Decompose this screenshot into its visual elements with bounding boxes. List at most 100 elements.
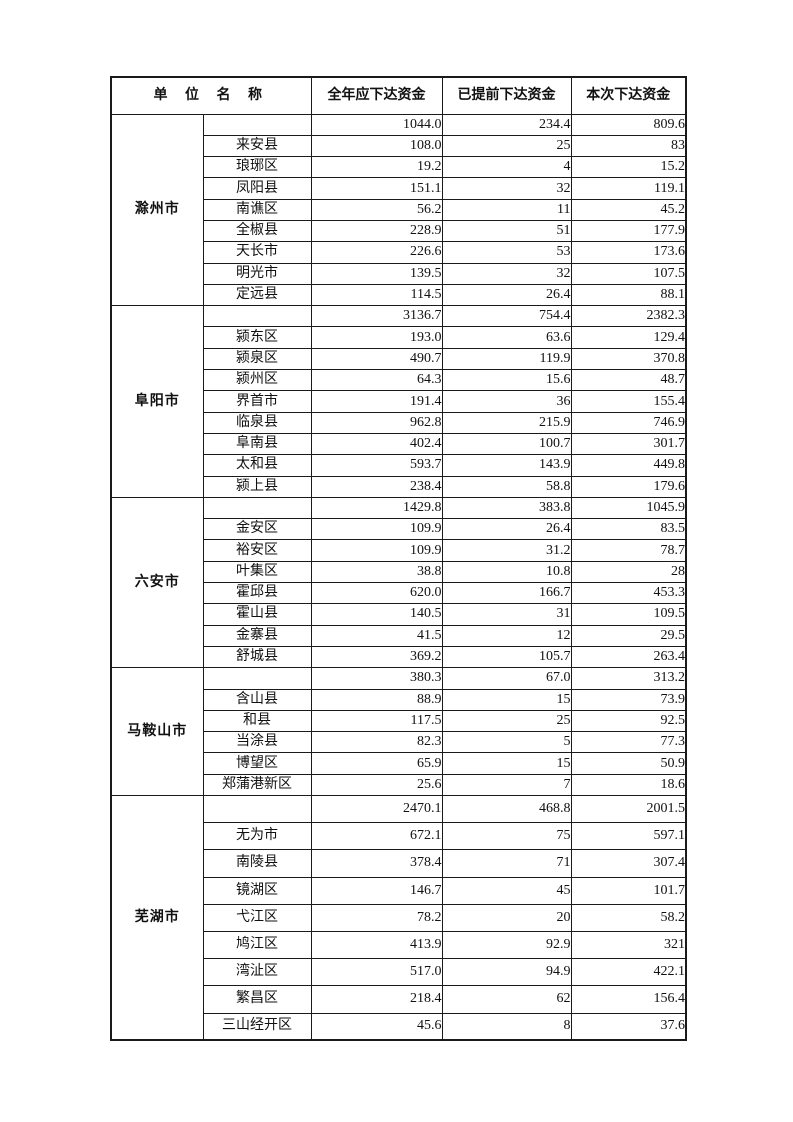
annual-value-cell: 82.3 (310, 731, 443, 754)
current-value-cell: 177.9 (570, 219, 687, 243)
district-name-cell: 繁昌区 (202, 985, 312, 1014)
current-value-cell: 809.6 (570, 113, 687, 136)
advance-value-cell: 94.9 (441, 958, 572, 987)
advance-value-cell: 119.9 (441, 347, 572, 371)
current-value-cell: 83.5 (570, 518, 687, 541)
annual-value-cell: 369.2 (310, 645, 443, 669)
district-name-cell: 琅琊区 (202, 156, 312, 179)
empty-district-cell (202, 305, 312, 328)
district-name-cell: 临泉县 (202, 411, 312, 434)
current-value-cell: 313.2 (570, 667, 687, 690)
annual-value-cell: 38.8 (310, 560, 443, 584)
advance-value-cell: 468.8 (441, 794, 572, 824)
current-value-cell: 2382.3 (570, 305, 687, 328)
annual-value-cell: 45.6 (310, 1012, 443, 1041)
current-value-cell: 307.4 (570, 849, 687, 878)
district-name-cell: 天长市 (202, 241, 312, 264)
annual-value-cell: 490.7 (310, 347, 443, 371)
advance-value-cell: 143.9 (441, 454, 572, 477)
advance-value-cell: 15 (441, 688, 572, 711)
current-value-cell: 107.5 (570, 262, 687, 285)
advance-value-cell: 31.2 (441, 539, 572, 562)
advance-value-cell: 62 (441, 985, 572, 1014)
advance-value-cell: 11 (441, 198, 572, 221)
district-name-cell: 颍上县 (202, 475, 312, 498)
advance-value-cell: 71 (441, 849, 572, 878)
annual-value-cell: 151.1 (310, 177, 443, 200)
advance-value-cell: 26.4 (441, 283, 572, 307)
table-row: 阜阳市 3136.7 754.4 2382.3 (110, 305, 687, 498)
table-row: 马鞍山市 380.3 67.0 313.2 (110, 667, 687, 796)
advance-value-cell: 20 (441, 903, 572, 932)
annual-value-cell: 65.9 (310, 752, 443, 775)
advance-value-cell: 32 (441, 177, 572, 200)
table-row: 弋江区 78.2 20 58.2 (111, 903, 687, 932)
current-value-cell: 50.9 (570, 752, 687, 775)
annual-value-cell: 146.7 (310, 876, 443, 905)
annual-value-cell: 1429.8 (310, 496, 443, 520)
district-name-cell: 和县 (202, 709, 312, 733)
table-row: 霍邱县 620.0 166.7 453.3 (111, 582, 687, 605)
advance-value-cell: 5 (441, 731, 572, 754)
header-annual-funds: 全年应下达资金 (310, 76, 443, 115)
annual-value-cell: 962.8 (310, 411, 443, 434)
empty-district-cell (202, 496, 312, 520)
header-advance-funds: 已提前下达资金 (441, 76, 572, 115)
table-row: 裕安区 109.9 31.2 78.7 (111, 539, 687, 562)
table-row: 三山经开区 45.6 8 37.6 (111, 1012, 687, 1041)
current-value-cell: 370.8 (570, 347, 687, 371)
advance-value-cell: 31 (441, 603, 572, 626)
annual-value-cell: 672.1 (310, 822, 443, 851)
district-name-cell: 无为市 (202, 822, 312, 851)
district-name-cell: 明光市 (202, 262, 312, 285)
district-name-cell: 颍州区 (202, 369, 312, 392)
advance-value-cell: 754.4 (441, 305, 572, 328)
current-value-cell: 92.5 (570, 709, 687, 733)
table-row: 当涂县 82.3 5 77.3 (111, 731, 687, 754)
current-value-cell: 453.3 (570, 582, 687, 605)
district-name-cell: 霍山县 (202, 603, 312, 626)
header-unit-name: 单 位 名 称 (110, 76, 312, 115)
district-name-cell: 含山县 (202, 688, 312, 711)
advance-value-cell: 234.4 (441, 113, 572, 136)
annual-value-cell: 108.0 (310, 134, 443, 158)
annual-value-cell: 191.4 (310, 390, 443, 413)
current-value-cell: 77.3 (570, 731, 687, 754)
district-name-cell: 阜南县 (202, 432, 312, 456)
annual-value-cell: 3136.7 (310, 305, 443, 328)
current-value-cell: 746.9 (570, 411, 687, 434)
table-row: 颍东区 193.0 63.6 129.4 (111, 326, 687, 349)
current-value-cell: 263.4 (570, 645, 687, 669)
table-row: 镜湖区 146.7 45 101.7 (111, 876, 687, 905)
table-row: 鸠江区 413.9 92.9 321 (111, 930, 687, 960)
header-current-funds: 本次下达资金 (570, 76, 687, 115)
current-value-cell: 101.7 (570, 876, 687, 905)
district-name-cell: 弋江区 (202, 903, 312, 932)
table-row: 六安市 1429.8 383.8 1045.9 (110, 496, 687, 669)
current-value-cell: 129.4 (570, 326, 687, 349)
advance-value-cell: 75 (441, 822, 572, 851)
current-value-cell: 2001.5 (570, 794, 687, 824)
district-name-cell: 三山经开区 (202, 1012, 312, 1041)
advance-value-cell: 15 (441, 752, 572, 775)
table-row: 颍上县 238.4 58.8 179.6 (111, 475, 687, 498)
annual-value-cell: 114.5 (310, 283, 443, 307)
annual-value-cell: 140.5 (310, 603, 443, 626)
advance-value-cell: 215.9 (441, 411, 572, 434)
annual-value-cell: 64.3 (310, 369, 443, 392)
annual-value-cell: 402.4 (310, 432, 443, 456)
annual-value-cell: 2470.1 (310, 794, 443, 824)
advance-value-cell: 58.8 (441, 475, 572, 498)
advance-value-cell: 10.8 (441, 560, 572, 584)
annual-value-cell: 238.4 (310, 475, 443, 498)
district-name-cell: 颍东区 (202, 326, 312, 349)
annual-value-cell: 380.3 (310, 667, 443, 690)
table-row: 芜湖市 2470.1 468.8 2001.5 (110, 794, 687, 1041)
current-value-cell: 321 (570, 930, 687, 960)
district-name-cell: 金安区 (202, 518, 312, 541)
fund-allocation-table: 单 位 名 称 全年应下达资金 已提前下达资金 本次下达资金 滁州市 1044.… (110, 76, 687, 1042)
current-value-cell: 597.1 (570, 822, 687, 851)
current-value-cell: 15.2 (570, 156, 687, 179)
table-row: 凤阳县 151.1 32 119.1 (111, 177, 687, 200)
